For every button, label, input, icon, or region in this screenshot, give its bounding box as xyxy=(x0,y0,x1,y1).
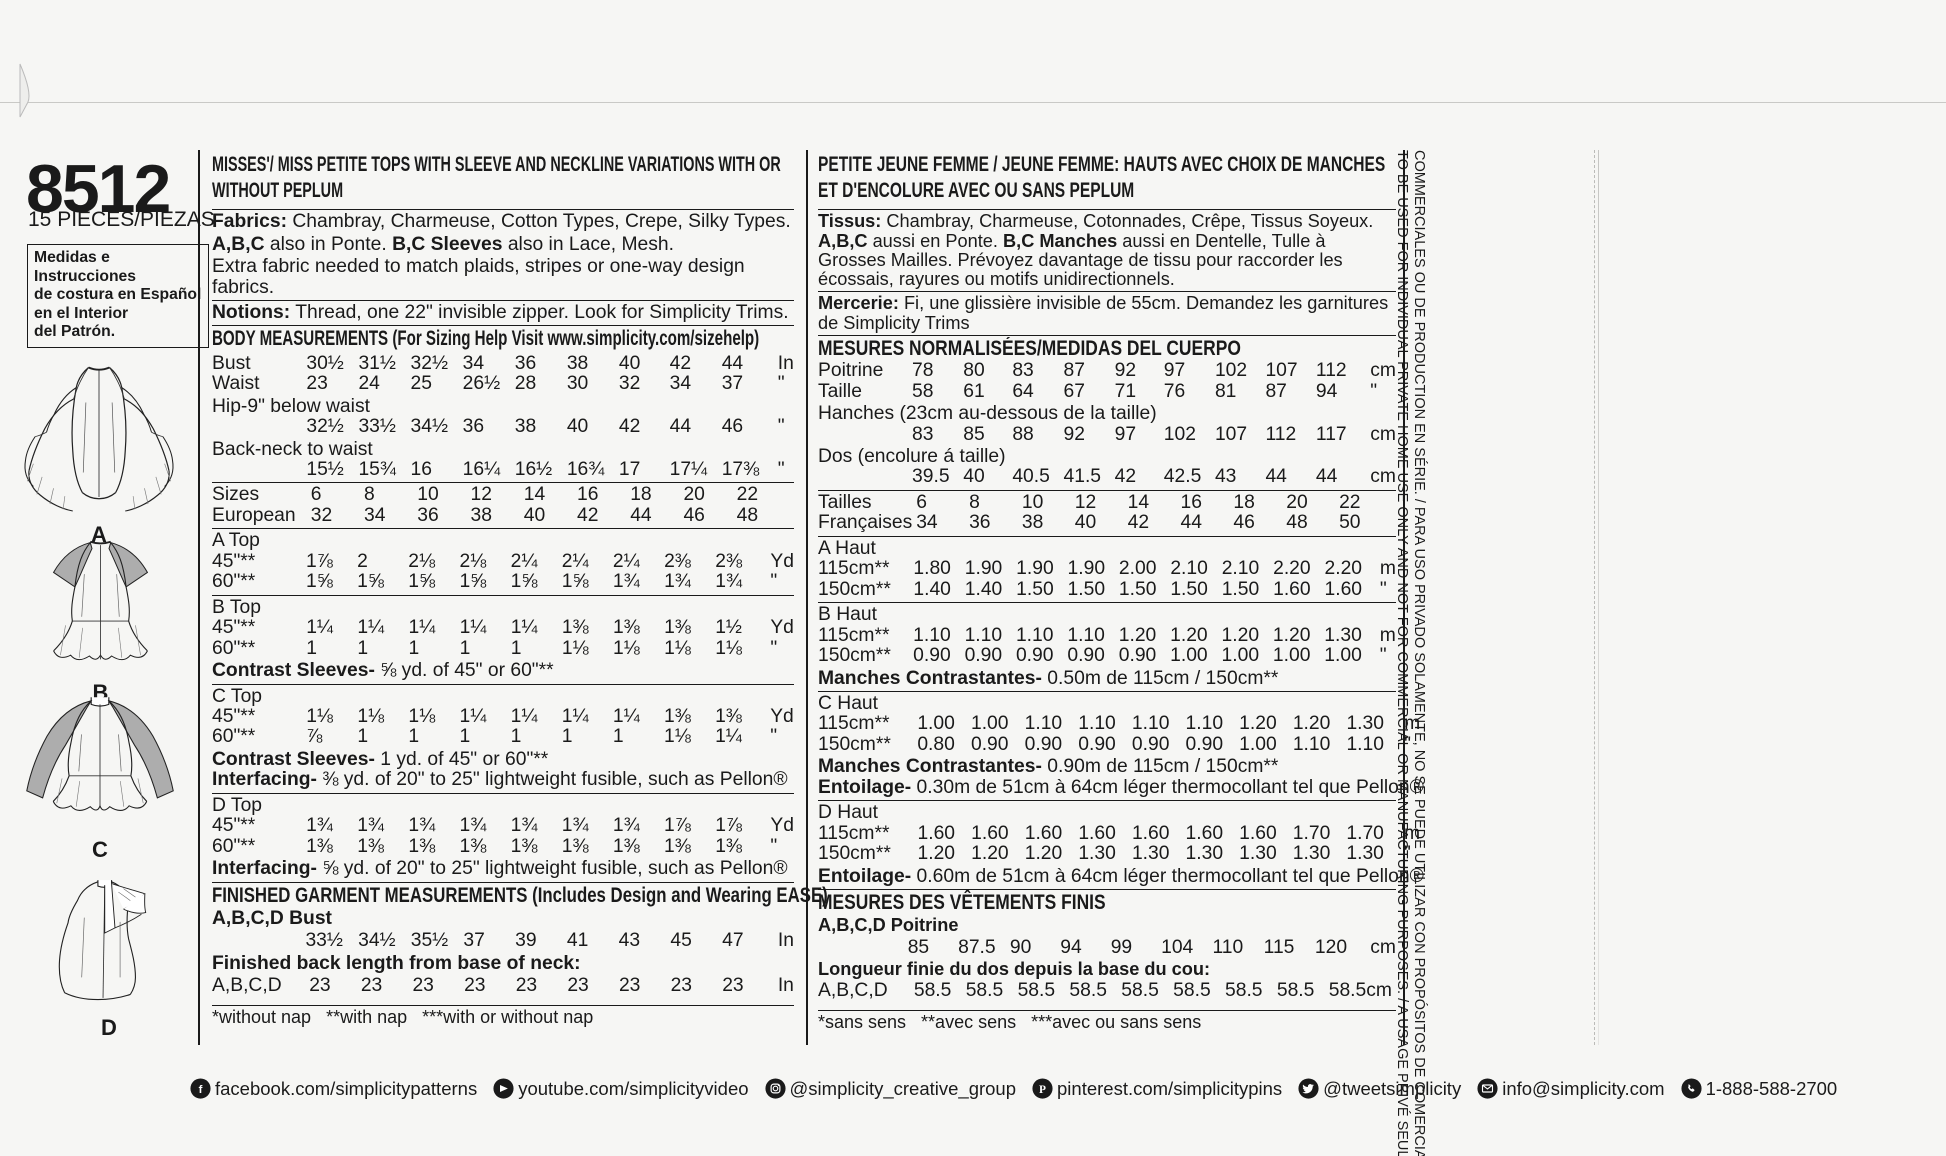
svg-text:P: P xyxy=(1039,1083,1046,1095)
svg-text:f: f xyxy=(199,1083,203,1095)
